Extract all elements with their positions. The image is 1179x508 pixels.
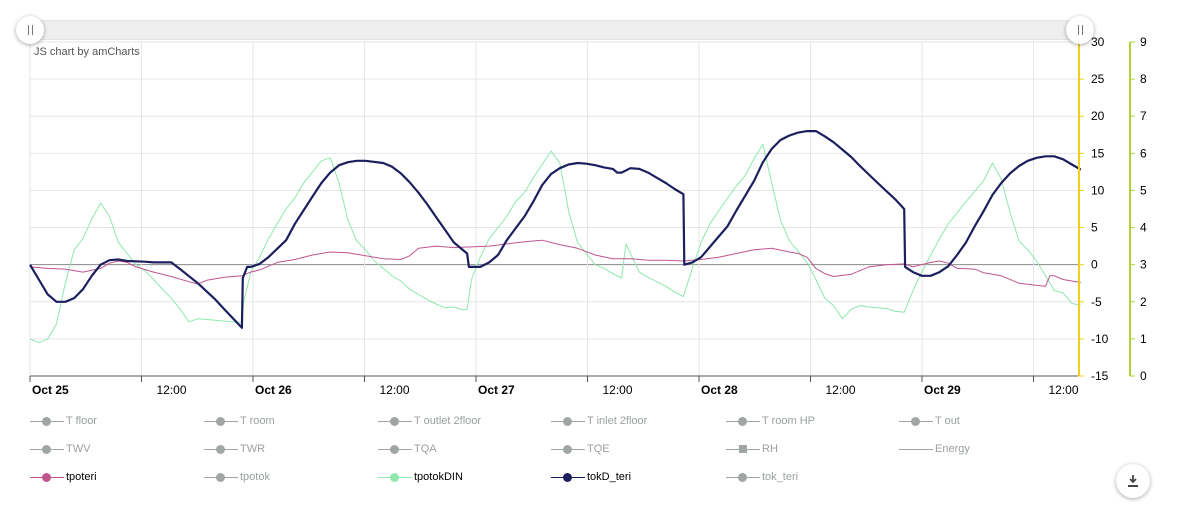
legend-label: tpotokDIN [414,471,463,483]
legend-item-t-outlet-2floor[interactable]: T outlet 2floor [378,412,481,430]
x-tick-label: 12:00 [157,383,187,397]
y-tick-label-right: 5 [1140,183,1147,197]
legend-marker-icon [30,414,64,428]
y-tick-label-left: 0 [1091,258,1098,272]
legend-label: T room HP [762,415,815,427]
legend-item-rh[interactable]: RH [726,440,778,458]
y-tick-label-left: 10 [1091,183,1105,197]
download-button[interactable] [1116,464,1150,498]
legend-item-tpotok[interactable]: tpotok [204,468,270,486]
legend-item-tpotokdin[interactable]: tpotokDIN [378,468,463,486]
y-tick-label-right: 0 [1140,369,1147,383]
y-tick-label-right: 4 [1140,221,1147,235]
legend-item-t-floor[interactable]: T floor [30,412,97,430]
legend-label: tokD_teri [587,471,632,483]
legend-label: TQA [414,443,437,455]
series-line-tpoteri [29,239,1081,287]
legend-label: TQE [587,443,610,455]
series-line-tokd-teri [29,130,1082,329]
legend-label: tpoteri [66,471,97,483]
grid [29,41,1078,377]
legend-item-energy[interactable]: Energy [899,440,970,458]
legend-item-tqa[interactable]: TQA [378,440,437,458]
x-tick-label: Oct 27 [478,383,515,397]
legend-label: tpotok [240,471,270,483]
legend-marker-icon [551,414,585,428]
legend-label: T room [240,415,275,427]
x-tick-label: 12:00 [1049,383,1079,397]
legend-item-tok-teri[interactable]: tok_teri [726,468,798,486]
legend-label: tok_teri [762,471,799,483]
legend-item-tqe[interactable]: TQE [551,440,610,458]
axes: Oct 25 12:00 Oct 26 12:00 Oct 27 12:00 Oct 28 1… [29,35,1147,397]
legend-label: TWR [240,443,266,455]
x-tick-label: Oct 28 [701,383,738,397]
y-tick-label-left: 20 [1091,109,1105,123]
legend-marker-icon [378,442,412,456]
legend-item-t-room[interactable]: T room [204,412,275,430]
legend-marker-icon [726,414,760,428]
y-tick-label-right: 9 [1140,35,1147,49]
legend-item-t-room-hp[interactable]: T room HP [726,412,815,430]
y-tick-label-left: -5 [1091,295,1102,309]
legend-label: T outlet 2floor [414,415,482,427]
download-icon [1128,475,1138,487]
y-tick-label-left: 30 [1091,35,1105,49]
y-tick-label-left: -15 [1091,369,1109,383]
legend-label: T floor [66,415,97,427]
legend-marker-icon [899,414,933,428]
legend-marker-icon [551,442,585,456]
legend-item-t-out[interactable]: T out [899,412,960,430]
legend-marker-icon [378,414,412,428]
x-tick-label: Oct 29 [924,383,961,397]
y-tick-label-right: 1 [1140,332,1147,346]
y-tick-label-right: 2 [1140,295,1147,309]
amcharts-credit[interactable]: JS chart by amCharts [34,46,140,58]
legend-marker-icon [30,470,64,484]
x-tick-label: 12:00 [603,383,633,397]
legend-label: TWV [66,443,91,455]
y-tick-label-right: 7 [1140,109,1147,123]
legend-marker-icon [204,470,238,484]
legend-item-tokd-teri[interactable]: tokD_teri [551,468,631,486]
legend-marker-icon [726,470,760,484]
y-tick-label-right: 6 [1140,146,1147,160]
scrollbar-end-grip-icon[interactable] [1066,16,1094,44]
legend-item-twv[interactable]: TWV [30,440,90,458]
x-tick-label: 12:00 [380,383,410,397]
legend-item-t-inlet-2floor[interactable]: T inlet 2floor [551,412,647,430]
legend-marker-icon [899,442,933,456]
y-tick-label-right: 8 [1140,72,1147,86]
legend-label: T inlet 2floor [587,415,648,427]
y-tick-label-left: 15 [1091,146,1105,160]
y-tick-label-left: 25 [1091,72,1105,86]
legend-label: Energy [935,443,970,455]
series-layer [29,130,1082,344]
legend-label: RH [762,443,778,455]
x-tick-label: 12:00 [826,383,856,397]
legend-marker-icon [204,414,238,428]
legend-marker-icon [30,442,64,456]
series-line-tpotokdin [29,143,1081,344]
legend-item-tpoteri[interactable]: tpoteri [30,468,97,486]
legend-label: T out [935,415,960,427]
scrollbar-track[interactable] [30,20,1080,40]
legend-marker-icon [551,470,585,484]
scrollbar-start-grip-icon[interactable] [16,16,44,44]
x-tick-label: Oct 26 [255,383,292,397]
legend-item-twr[interactable]: TWR [204,440,265,458]
y-tick-label-right: 3 [1140,258,1147,272]
legend-marker-icon [726,442,760,456]
legend-marker-icon [378,470,412,484]
y-tick-label-left: 5 [1091,221,1098,235]
y-tick-label-left: -10 [1091,332,1109,346]
x-tick-label: Oct 25 [32,383,69,397]
legend-marker-icon [204,442,238,456]
